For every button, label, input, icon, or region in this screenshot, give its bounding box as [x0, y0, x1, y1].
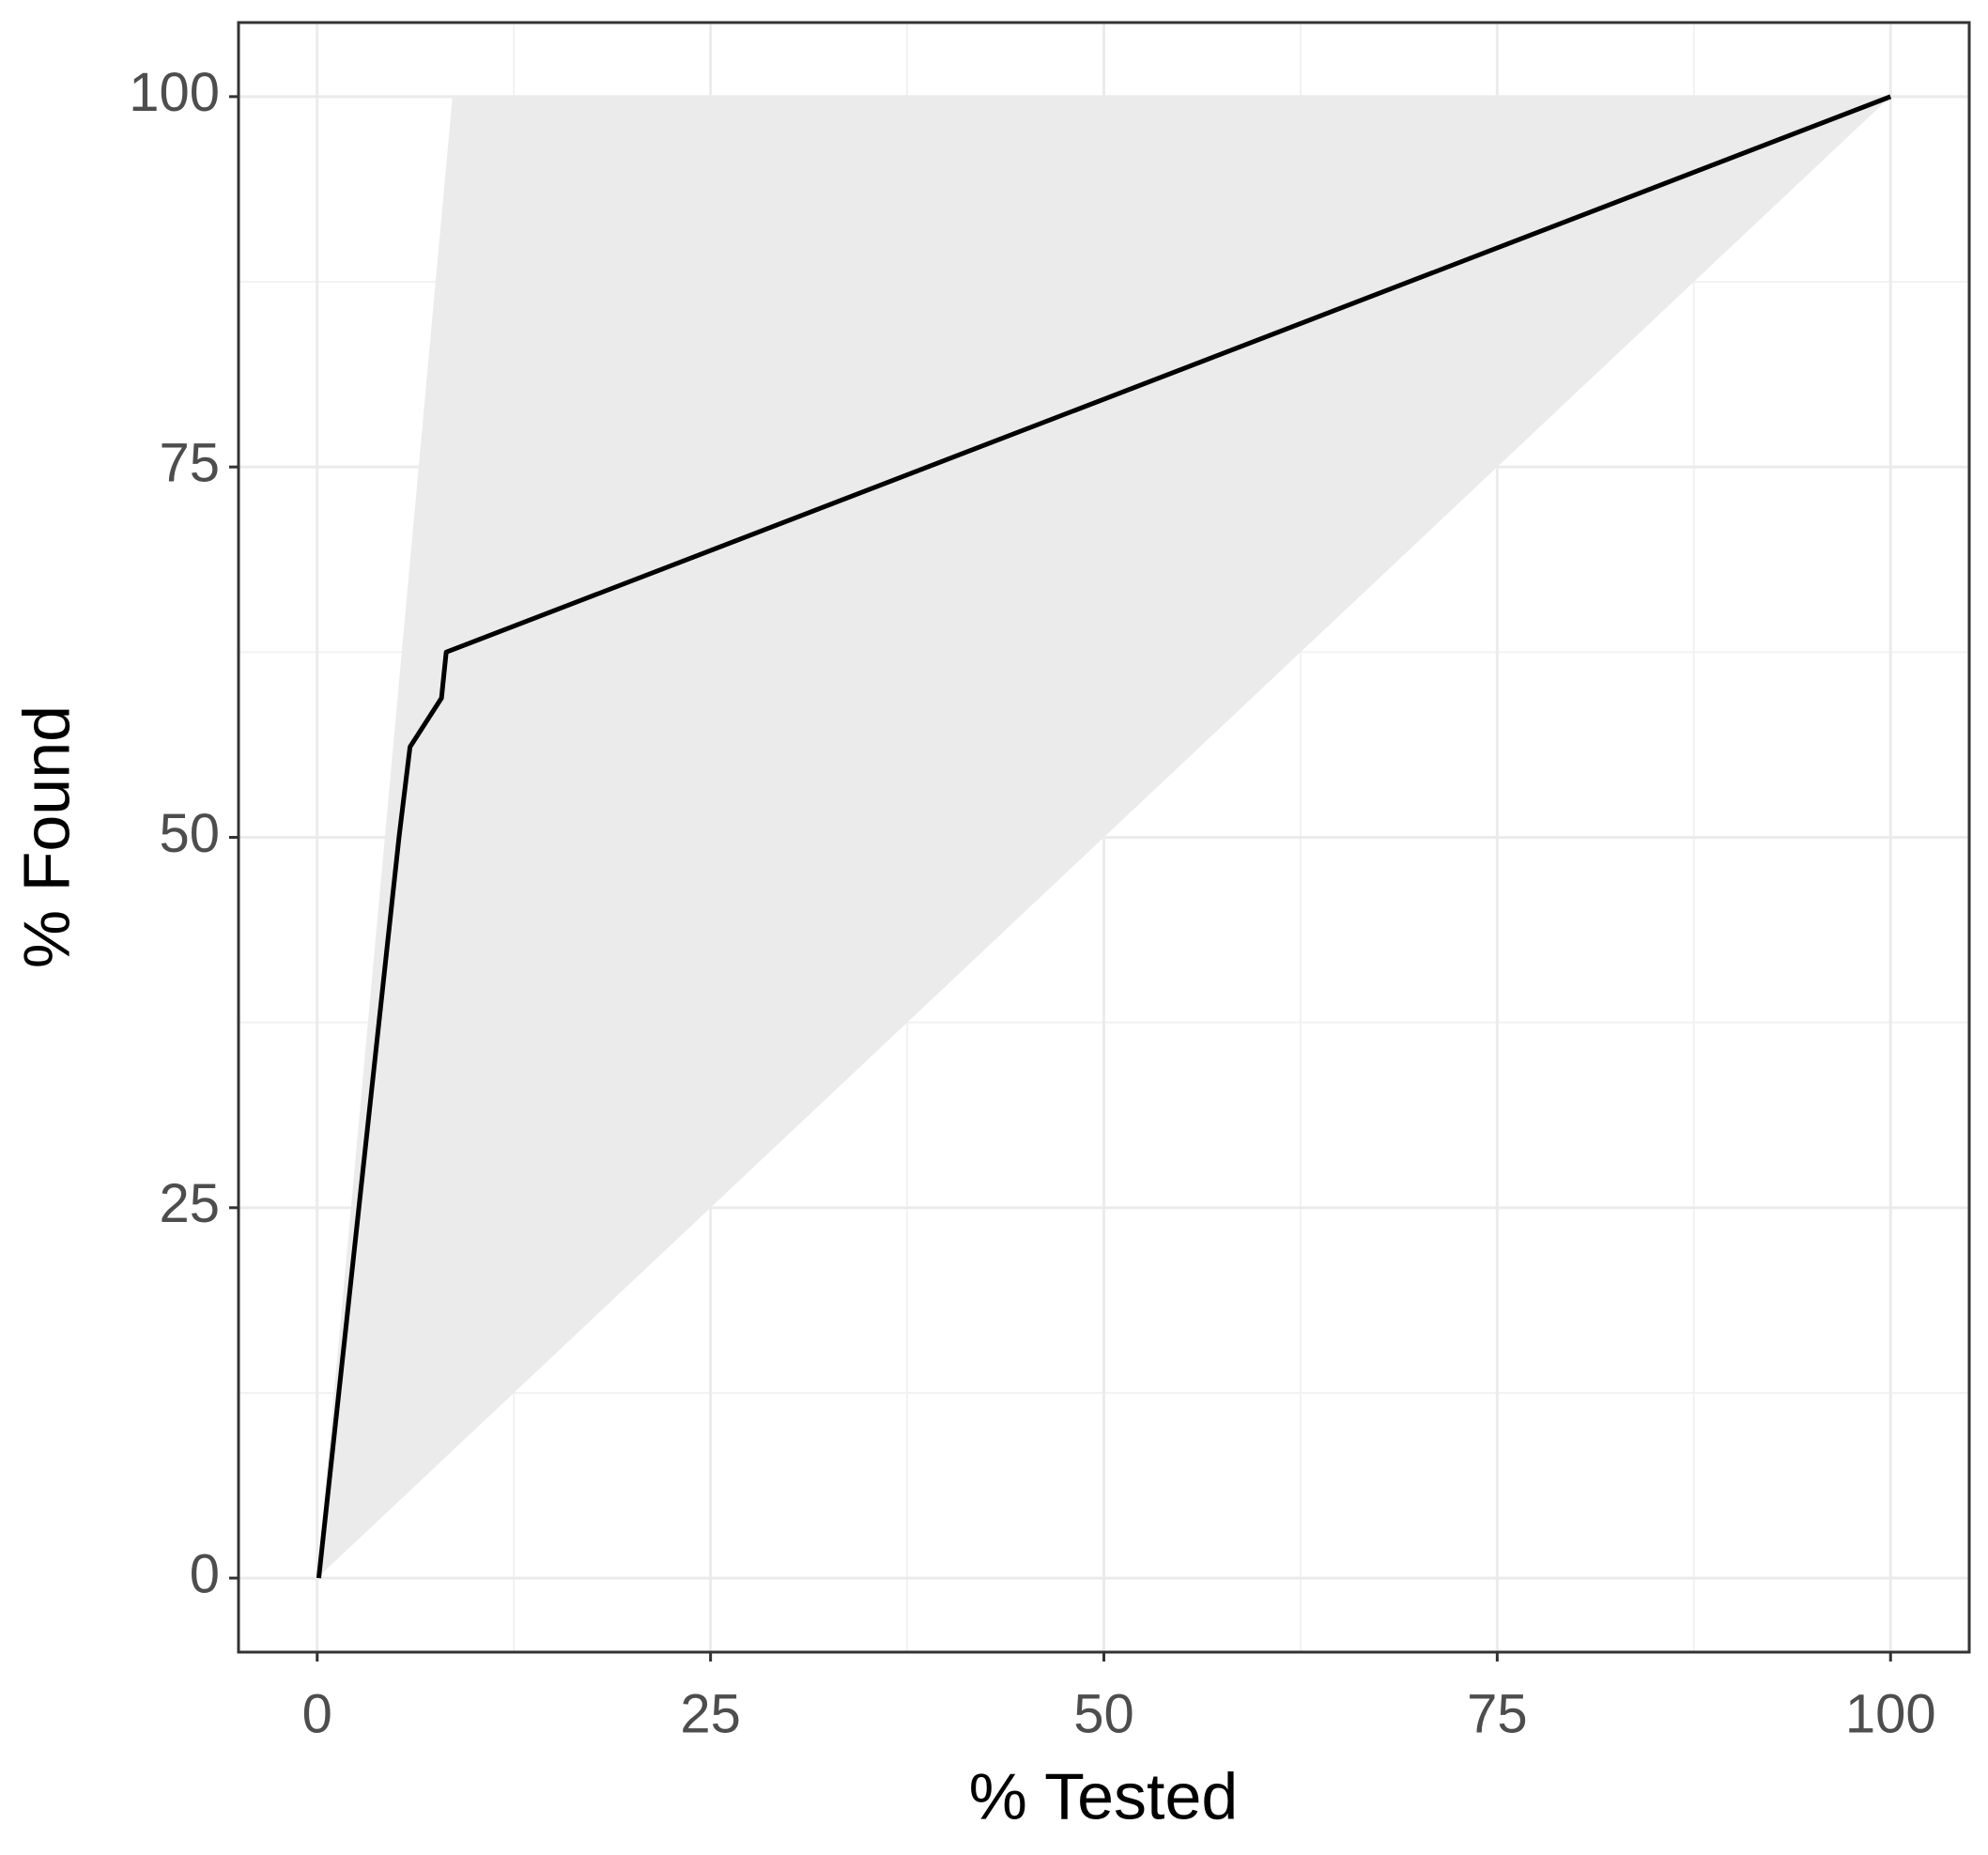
- y-tick-label: 75: [159, 433, 220, 494]
- y-tick-label: 25: [159, 1173, 220, 1234]
- x-tick-label: 100: [1845, 1683, 1936, 1744]
- labels: 0 25 50 75 100 0 25 50 75 100: [129, 21, 1971, 1744]
- x-axis-title: % Tested: [969, 1759, 1239, 1832]
- y-tick-label: 100: [129, 62, 220, 123]
- line: [316, 94, 1892, 1579]
- band-area: [316, 96, 1891, 1579]
- panel-border: [237, 21, 1971, 1654]
- y-tick-label: 50: [159, 803, 220, 864]
- x-tick-label: 75: [1467, 1683, 1528, 1744]
- x-tick-label: 50: [1073, 1683, 1134, 1744]
- y-axis-title: % Found: [9, 705, 83, 968]
- x-tick-label: 25: [680, 1683, 741, 1744]
- marks: [316, 94, 1892, 1579]
- y-tick-label: 0: [190, 1543, 220, 1604]
- x-tick-label: 0: [302, 1683, 332, 1744]
